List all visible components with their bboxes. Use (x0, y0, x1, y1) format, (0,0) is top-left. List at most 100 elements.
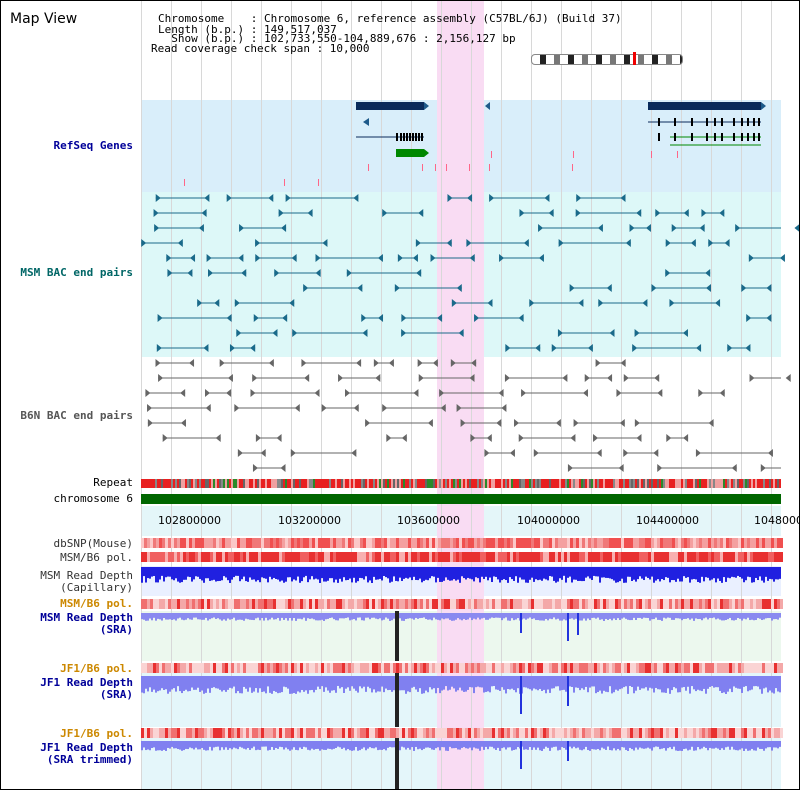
read-depth-bar (685, 676, 687, 691)
repeat-segment (679, 479, 681, 488)
b6n-bac-end (268, 359, 274, 367)
polymorphism-cell (495, 538, 498, 548)
msm-bac-end (569, 284, 575, 292)
read-depth-spike (520, 741, 522, 769)
highlight-region[interactable] (437, 1, 484, 789)
repeat-segment (183, 479, 185, 488)
polymorphism-cell (435, 663, 438, 673)
polymorphism-cell (345, 538, 348, 548)
polymorphism-cell (774, 538, 777, 548)
read-depth-bar (265, 613, 267, 618)
read-depth-bar (713, 741, 715, 749)
read-depth-bar (653, 613, 655, 620)
msm-bac-end (255, 254, 261, 262)
polymorphism-cell (768, 552, 771, 562)
repeat-segment (423, 479, 425, 488)
polymorphism-cell (747, 663, 750, 673)
msm-bac-end (201, 209, 207, 217)
msm-bac-end (157, 314, 163, 322)
read-depth-bar (367, 676, 369, 687)
repeat-segment (383, 479, 385, 488)
read-depth-bar (409, 676, 411, 693)
read-depth-bar (301, 741, 303, 750)
read-depth-bar (223, 741, 225, 750)
track-label-msm-bac[interactable]: MSM BAC end pairs (20, 266, 133, 279)
polymorphism-cell (339, 538, 342, 548)
read-depth-bar (289, 567, 291, 578)
polymorphism-cell (534, 663, 537, 673)
polymorphism-cell (675, 728, 678, 738)
track-label-refseq[interactable]: RefSeq Genes (53, 139, 133, 152)
polymorphism-cell (498, 538, 501, 548)
read-depth-bar (507, 613, 509, 621)
polymorphism-cell (543, 728, 546, 738)
read-depth-bar (473, 676, 475, 694)
read-depth-bar (145, 676, 147, 689)
read-depth-bar (445, 613, 447, 619)
polymorphism-cell (753, 663, 756, 673)
polymorphism-cell (741, 538, 744, 548)
read-depth-bar (639, 676, 641, 690)
repeat-segment (281, 479, 283, 488)
polymorphism-cell (213, 538, 216, 548)
polymorphism-cell (504, 728, 507, 738)
polymorphism-cell (525, 538, 528, 548)
read-depth-bar (675, 567, 677, 582)
repeat-segment (413, 479, 415, 488)
polymorphism-cell (306, 599, 309, 609)
msm-bac-end (141, 239, 147, 247)
position-marker (395, 738, 399, 789)
polymorphism-cell (690, 599, 693, 609)
read-depth-bar (417, 676, 419, 692)
repeat-segment (555, 479, 557, 488)
read-depth-bar (371, 741, 373, 749)
repeat-segment (449, 479, 451, 488)
read-depth-bar (565, 676, 567, 692)
read-depth-bar (515, 613, 517, 620)
repeat-segment (455, 479, 457, 488)
read-depth-bar (683, 741, 685, 750)
read-depth-bar (443, 676, 445, 690)
read-depth-bar (609, 741, 611, 751)
polymorphism-cell (294, 552, 297, 562)
exon (415, 133, 417, 141)
read-depth-bar (283, 741, 285, 750)
chromosome-ideogram[interactable] (531, 54, 683, 65)
repeat-segment (385, 479, 387, 488)
read-depth-bar (535, 567, 537, 580)
track-label-msm-pol-2: MSM/B6 pol. (60, 597, 133, 610)
read-depth-bar (287, 567, 289, 578)
repeat-segment (151, 479, 153, 488)
msm-bac-end (255, 239, 261, 247)
read-depth-bar (727, 567, 729, 578)
read-depth-bar (329, 676, 331, 693)
read-depth-bar (319, 741, 321, 751)
exon (406, 133, 408, 141)
polymorphism-cell (552, 728, 555, 738)
track-label-b6n-bac[interactable]: B6N BAC end pairs (20, 409, 133, 422)
polymorphism-cell (354, 552, 357, 562)
polymorphism-cell (456, 599, 459, 609)
polymorphism-cell (525, 599, 528, 609)
read-depth-bar (583, 676, 585, 690)
read-depth-bar (173, 741, 175, 749)
polymorphism-cell (747, 538, 750, 548)
read-depth-bar (263, 676, 265, 692)
read-depth-bar (647, 613, 649, 618)
repeat-segment (547, 479, 549, 488)
polymorphism-cell (336, 538, 339, 548)
read-depth-bar (157, 741, 159, 751)
b6n-bac-end (450, 359, 456, 367)
polymorphism-cell (702, 538, 705, 548)
polymorphism-cell (603, 552, 606, 562)
read-depth-bar (765, 567, 767, 577)
polymorphism-cell (573, 599, 576, 609)
polymorphism-cell (600, 663, 603, 673)
read-depth-bar (549, 741, 551, 751)
polymorphism-cell (453, 728, 456, 738)
polymorphism-cell (726, 728, 729, 738)
repeat-segment (401, 479, 403, 488)
snp-mark (469, 164, 470, 171)
repeat-segment (299, 479, 301, 488)
